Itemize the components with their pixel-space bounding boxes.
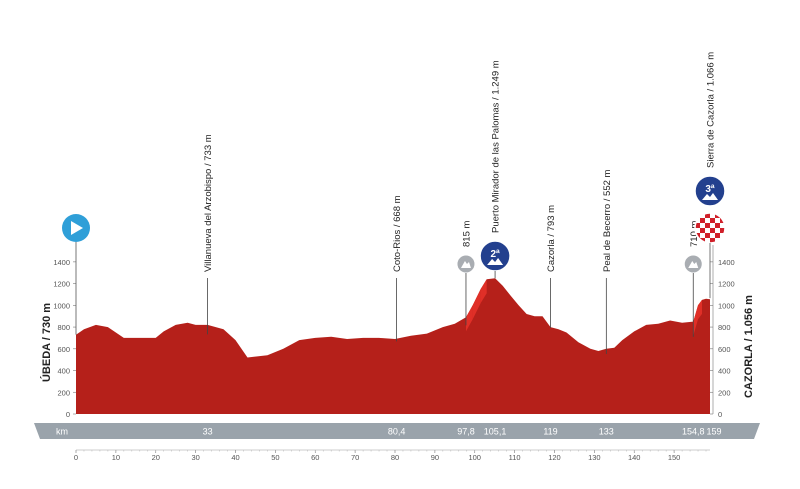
y-tick-left-label: 800	[57, 323, 70, 332]
x-tick-label: 130	[588, 453, 601, 462]
mountain-icon	[487, 258, 504, 265]
checker-square	[695, 223, 700, 228]
km-point-label: 97,8	[457, 427, 475, 437]
km-point-label: 119	[543, 427, 557, 437]
y-tick-right-label: 600	[718, 345, 731, 354]
y-tick-left-label: 600	[57, 345, 70, 354]
km-point-label: 105,1	[484, 427, 507, 437]
steep-segment	[693, 305, 698, 336]
x-tick-label: 90	[431, 453, 439, 462]
category-badge-label: 3ª	[705, 184, 715, 195]
steep-segment	[480, 279, 487, 303]
checker-square	[725, 223, 730, 228]
y-tick-right-label: 200	[718, 388, 731, 397]
x-tick-label: 60	[311, 453, 319, 462]
point-label: 815 m	[461, 221, 472, 247]
point-label: Sierra de Cazorla / 1.066 m	[706, 52, 717, 168]
y-tick-left-label: 1000	[53, 301, 70, 310]
checker-square	[710, 228, 715, 233]
checker-square	[725, 213, 730, 218]
checker-square	[700, 228, 705, 233]
x-tick-label: 80	[391, 453, 399, 462]
steep-segment	[698, 299, 702, 320]
mountain-icon	[460, 261, 471, 268]
checker-square	[715, 233, 720, 238]
km-bar	[34, 423, 760, 439]
checker-square	[710, 218, 715, 223]
point-label: Peal de Becerro / 552 m	[602, 169, 613, 272]
y-tick-right-label: 400	[718, 367, 731, 376]
checker-square	[700, 218, 705, 223]
x-tick-label: 70	[351, 453, 359, 462]
checker-square	[705, 223, 710, 228]
y-tick-left-label: 400	[57, 367, 70, 376]
y-tick-right-label: 1200	[718, 280, 735, 289]
km-point-label: 133	[599, 427, 614, 437]
km-point-label: 159	[706, 427, 721, 437]
x-tick-label: 150	[668, 453, 681, 462]
checker-square	[710, 238, 715, 243]
y-tick-right-label: 1000	[718, 301, 735, 310]
start-play-icon	[71, 221, 83, 235]
point-label: 710 m	[689, 221, 700, 247]
km-point-label: 33	[203, 427, 213, 437]
km-point-label: 80,4	[388, 427, 406, 437]
y-tick-right-label: 1400	[718, 258, 735, 267]
category-badge-label: 2ª	[490, 249, 500, 260]
point-label: Puerto Mirador de las Palomas / 1.249 m	[491, 60, 502, 233]
point-label: Cazorla / 793 m	[546, 205, 557, 272]
x-tick-label: 10	[112, 453, 120, 462]
checker-square	[705, 233, 710, 238]
x-tick-label: 120	[548, 453, 561, 462]
y-tick-right-label: 800	[718, 323, 731, 332]
start-town-label: ÚBEDA / 730 m	[40, 303, 53, 382]
x-tick-label: 0	[74, 453, 78, 462]
steep-segment	[472, 289, 481, 320]
x-tick-label: 20	[152, 453, 160, 462]
checker-square	[720, 228, 725, 233]
y-tick-right-label: 0	[718, 410, 722, 419]
km-point-label: 154,8	[682, 427, 705, 437]
point-label: Villanueva del Arzobispo / 733 m	[203, 134, 214, 272]
checker-square	[715, 223, 720, 228]
category-badge	[694, 175, 726, 207]
x-tick-label: 40	[231, 453, 239, 462]
finish-town-label: CAZORLA / 1.056 m	[743, 295, 755, 398]
steep-segment	[466, 305, 473, 332]
y-tick-left-label: 200	[57, 388, 70, 397]
y-tick-left-label: 0	[66, 410, 70, 419]
x-tick-label: 50	[271, 453, 279, 462]
checker-square	[705, 213, 710, 218]
mountain-icon	[702, 193, 718, 200]
checker-square	[705, 243, 710, 248]
x-tick-label: 140	[628, 453, 641, 462]
mountain-icon	[688, 261, 699, 268]
profile-area	[76, 278, 710, 414]
x-tick-label: 110	[509, 453, 521, 462]
y-tick-left-label: 1400	[53, 258, 70, 267]
x-tick-label: 100	[468, 453, 481, 462]
checker-square	[725, 243, 730, 248]
km-bar-label: km	[56, 427, 68, 437]
point-label: Coto-Rios / 668 m	[392, 195, 403, 272]
x-tick-label: 30	[191, 453, 199, 462]
y-tick-left-label: 1200	[53, 280, 70, 289]
checker-square	[715, 243, 720, 248]
checker-square	[725, 233, 730, 238]
